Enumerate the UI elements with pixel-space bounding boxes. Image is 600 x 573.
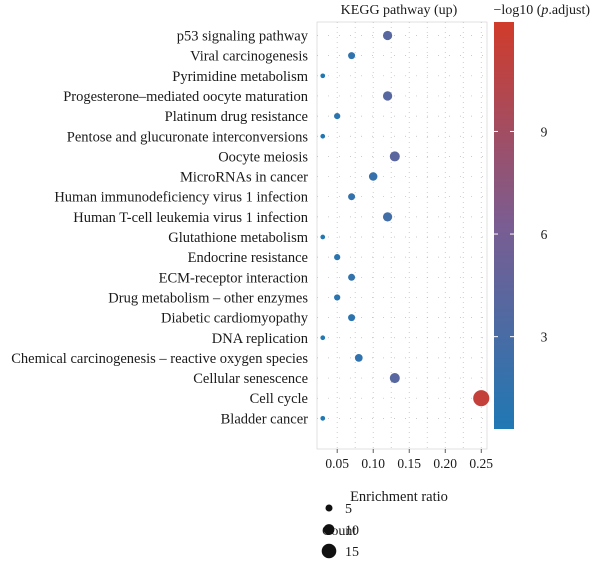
- size-legend-label: 10: [345, 524, 359, 539]
- data-point: [334, 254, 341, 261]
- x-tick-label: 0.05: [325, 456, 349, 471]
- data-points: [320, 30, 490, 421]
- data-point: [348, 52, 356, 60]
- category-label: Cell cycle: [250, 391, 308, 407]
- colorbar-tick-label: 9: [541, 124, 548, 139]
- plot-panel: [316, 21, 488, 450]
- data-point: [389, 373, 400, 384]
- data-point: [382, 91, 393, 101]
- category-label: Endocrine resistance: [188, 250, 308, 266]
- colorbar-ticks: 3 6 9: [494, 124, 548, 345]
- category-label: p53 signaling pathway: [177, 29, 309, 45]
- category-label: Bladder cancer: [221, 411, 309, 427]
- x-tick-label: 0.10: [361, 456, 385, 471]
- colorbar-gradient: [494, 22, 514, 429]
- data-point: [348, 273, 356, 281]
- data-point: [382, 30, 393, 41]
- size-legend-label: 15: [345, 545, 359, 560]
- data-point: [348, 314, 356, 322]
- colorbar-title-prefix: −log10 (: [493, 3, 541, 18]
- category-label: Oocyte meiosis: [218, 149, 308, 165]
- data-point: [389, 151, 400, 162]
- x-tick-label: 0.20: [433, 456, 457, 471]
- category-label: Human T-cell leukemia virus 1 infection: [73, 210, 309, 226]
- x-tick-label: 0.25: [469, 456, 493, 471]
- data-point: [354, 354, 363, 362]
- size-legend-label: 5: [345, 502, 352, 517]
- category-label: Pentose and glucuronate interconversions: [67, 129, 309, 145]
- colorbar-title: −log10 (p.adjust): [493, 3, 590, 18]
- panel-title: KEGG pathway (up): [341, 3, 458, 18]
- category-label: Drug metabolism – other enzymes: [108, 290, 308, 306]
- size-legend: 5 10 15: [321, 502, 359, 560]
- category-label: Pyrimidine metabolism: [172, 69, 308, 85]
- size-legend-dot: [323, 524, 335, 535]
- category-label: Glutathione metabolism: [168, 230, 308, 246]
- x-axis-ticks: 0.05 0.10 0.15 0.20 0.25: [325, 449, 493, 471]
- category-label: Human immunodeficiency virus 1 infection: [54, 190, 308, 206]
- category-label: Viral carcinogenesis: [190, 49, 308, 65]
- x-axis-title: Enrichment ratio: [350, 489, 448, 505]
- data-point: [320, 234, 326, 240]
- data-point: [334, 112, 341, 120]
- colorbar-title-suffix: .adjust): [548, 3, 590, 18]
- x-tick-label: 0.15: [397, 456, 421, 471]
- category-label: Chemical carcinogenesis – reactive oxyge…: [11, 351, 308, 367]
- category-label: Diabetic cardiomyopathy: [161, 311, 309, 327]
- category-label: Progesterone–mediated oocyte maturation: [63, 89, 309, 105]
- colorbar-tick-label: 6: [541, 227, 548, 242]
- category-label: ECM-receptor interaction: [159, 270, 309, 286]
- data-point: [334, 294, 341, 301]
- data-point: [320, 73, 326, 79]
- category-label: Cellular senescence: [193, 371, 308, 387]
- data-point: [473, 390, 490, 407]
- colorbar-title-italic: p: [540, 3, 548, 18]
- data-point: [368, 172, 378, 181]
- data-point: [382, 212, 393, 222]
- data-point: [320, 415, 326, 421]
- data-point: [320, 133, 326, 139]
- size-legend-dot: [321, 543, 337, 559]
- colorbar-tick-label: 3: [541, 330, 548, 345]
- category-labels: p53 signaling pathway Viral carcinogenesi…: [11, 29, 308, 428]
- category-label: DNA replication: [212, 331, 309, 347]
- data-point: [348, 193, 356, 201]
- size-legend-dot: [325, 504, 333, 512]
- category-label: Platinum drug resistance: [165, 109, 308, 125]
- data-point: [320, 335, 326, 341]
- category-label: MicroRNAs in cancer: [180, 170, 308, 186]
